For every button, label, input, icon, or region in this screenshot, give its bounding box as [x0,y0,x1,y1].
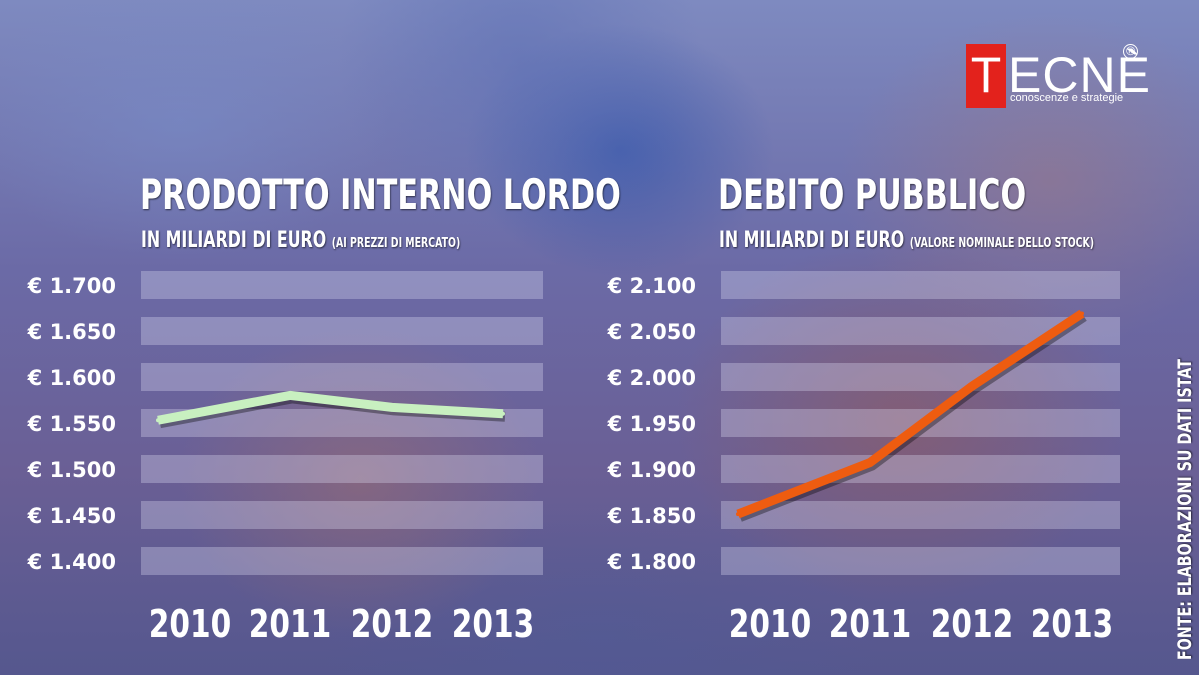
chart-1-xtick-2012: 2012 [351,602,433,647]
chart-2-point-2010 [736,512,740,517]
chart-2-grid-band-1 [721,271,1120,299]
chart-2-point-2013 [1080,311,1084,316]
chart-1-ytick-2: € 1.650 [27,320,116,344]
chart-2-title: DEBITO PUBBLICO [718,170,1027,219]
chart-2-xtick-2012: 2012 [931,602,1013,647]
chart-2-point-2011 [868,460,872,465]
chart-1-grid-band-5 [141,455,543,483]
chart-2-grid-band-7 [721,547,1120,575]
logo-tagline: conoscenze e strategie [1010,92,1124,104]
chart-1-subtitle-note: (AI PREZZI DI MERCATO) [331,236,461,251]
chart-1-grid-band-2 [141,317,543,345]
chart-1-point-2013 [501,411,505,416]
chart-2-subtitle-main: IN MILIARDI DI EURO [719,228,905,253]
chart-2-subtitle-note: (VALORE NOMINALE DELLO STOCK) [909,236,1095,251]
chart-1-point-2010 [156,418,160,423]
chart-1-ytick-3: € 1.600 [27,366,116,390]
chart-1-ytick-6: € 1.450 [27,504,116,528]
chart-1-grid-band-1 [141,271,543,299]
chart-1-ytick-4: € 1.550 [27,412,116,436]
chart-2-grid-band-6 [721,501,1120,529]
chart-2-ytick-3: € 2.000 [607,366,696,390]
chart-1-ytick-1: € 1.700 [27,274,116,298]
chart-2-ytick-4: € 1.950 [607,412,696,436]
tecne-logo: T ECNÈ ® conoscenze e strategie [966,44,1150,108]
chart-2-xtick-2011: 2011 [829,602,911,647]
chart-1-grid-band-6 [141,501,543,529]
chart-2-point-2012 [970,384,974,389]
chart-1-xtick-2013: 2013 [452,602,534,647]
chart-1-title: PRODOTTO INTERNO LORDO [140,170,621,219]
chart-2-grid-band-3 [721,363,1120,391]
chart-1-ytick-7: € 1.400 [27,550,116,574]
chart-1-subtitle-main: IN MILIARDI DI EURO [141,228,327,253]
chart-1-ytick-5: € 1.500 [27,458,116,482]
logo-letter: T [966,44,1006,108]
chart-1-xtick-2010: 2010 [149,602,231,647]
chart-2-subtitle: IN MILIARDI DI EURO (VALORE NOMINALE DEL… [719,228,1094,253]
chart-2-ytick-2: € 2.050 [607,320,696,344]
chart-2-ytick-1: € 2.100 [607,274,696,298]
chart-1-grid-band-3 [141,363,543,391]
chart-2-ytick-5: € 1.900 [607,458,696,482]
registered-mark: ® [1123,44,1138,59]
chart-1-grid-band-7 [141,547,543,575]
chart-2-xtick-2013: 2013 [1031,602,1113,647]
chart-2-ytick-6: € 1.850 [607,504,696,528]
chart-2-grid-band-5 [721,455,1120,483]
chart-1-subtitle: IN MILIARDI DI EURO (AI PREZZI DI MERCAT… [141,228,460,253]
chart-2-series-line [736,309,1085,519]
chart-1-point-2011 [288,393,292,398]
chart-1-xtick-2011: 2011 [249,602,331,647]
chart-2-xtick-2010: 2010 [729,602,811,647]
chart-1-series-line [157,390,504,425]
chart-2-ytick-7: € 1.800 [607,550,696,574]
chart-1-point-2012 [390,405,394,410]
